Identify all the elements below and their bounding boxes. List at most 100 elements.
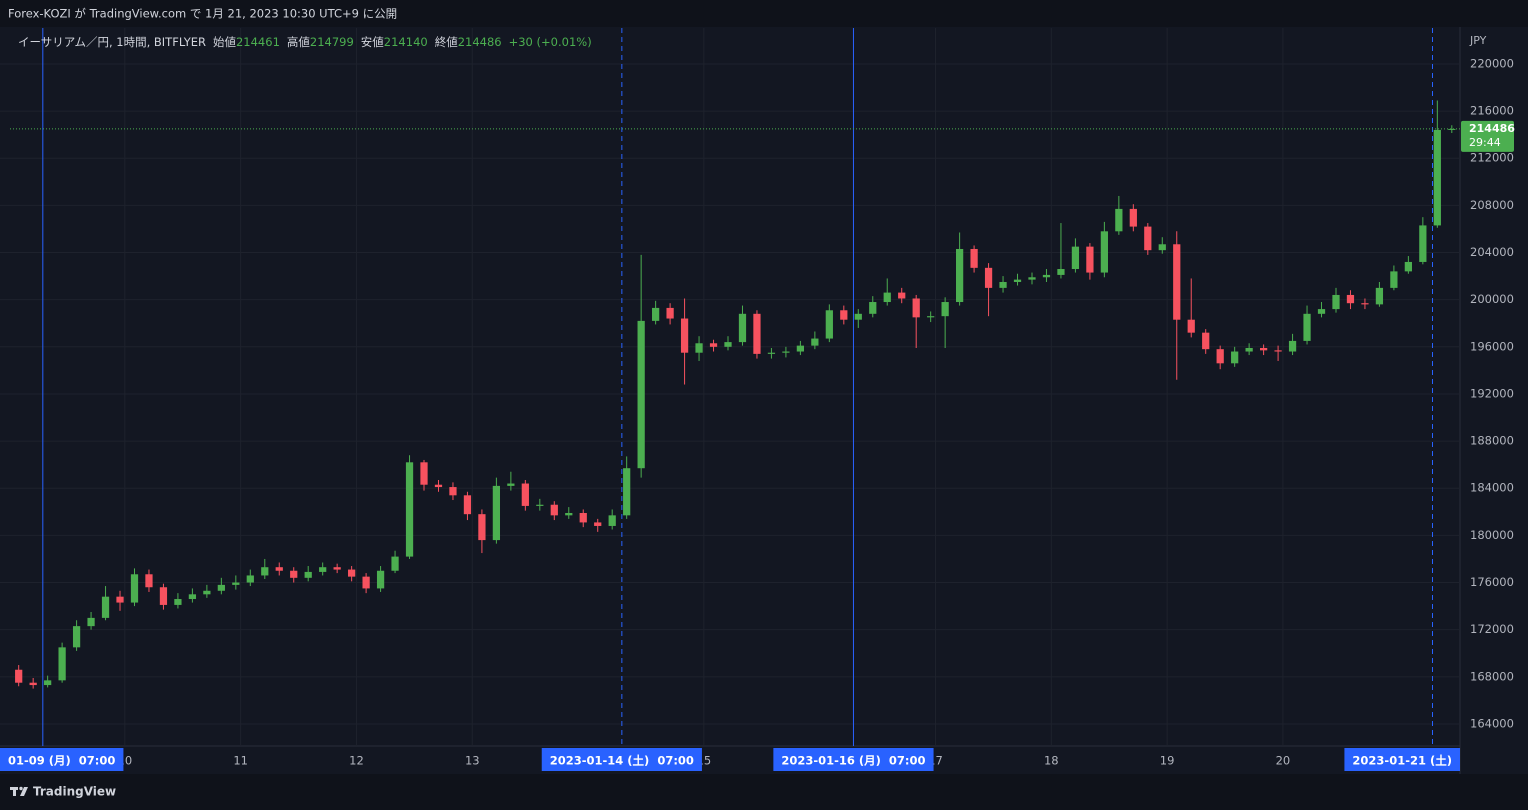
change: +30 (+0.01%) — [509, 35, 592, 49]
candle-body — [753, 313, 761, 354]
candle-body — [666, 307, 674, 319]
candle-body — [1375, 287, 1384, 305]
y-tick-label: 192000 — [1470, 386, 1514, 400]
candle-body — [58, 647, 66, 681]
candle-body — [348, 569, 356, 577]
marker-label-bg — [541, 748, 702, 771]
candle-body — [72, 626, 81, 648]
candle-body — [941, 302, 949, 317]
candle-body — [405, 462, 414, 557]
candle-body — [594, 522, 602, 526]
candle-body — [825, 310, 833, 339]
grid — [0, 28, 1460, 746]
candle-body — [1144, 226, 1152, 251]
candle-body — [869, 302, 877, 314]
candle-body — [87, 617, 95, 627]
legend: イーサリアム／円, 1時間, BITFLYER 始値214461 高値214799 安… — [18, 35, 592, 49]
marker-label-bg — [773, 748, 934, 771]
candle-body — [898, 292, 906, 299]
candle-body — [1187, 319, 1195, 333]
y-tick-label: 220000 — [1470, 56, 1514, 70]
candle-body — [1288, 340, 1297, 352]
x-tick-label: 12 — [349, 754, 364, 768]
candle-body — [420, 462, 428, 485]
y-unit: JPY — [1469, 34, 1487, 47]
candle-body — [116, 596, 124, 603]
candle-body — [362, 576, 370, 589]
candles — [15, 100, 1456, 689]
candle-body — [44, 680, 52, 686]
candle-body — [1173, 244, 1181, 320]
candle-body — [680, 318, 689, 353]
candle-body — [29, 682, 37, 686]
candle-body — [478, 514, 486, 541]
candle-body — [159, 587, 168, 605]
last-price-label: 214486 — [1469, 122, 1515, 135]
candle-body — [1202, 332, 1210, 350]
y-tick-label: 200000 — [1470, 292, 1514, 306]
candle-body — [782, 351, 790, 353]
symbol: イーサリアム／円, 1時間, BITFLYER — [18, 35, 206, 49]
candle-body — [536, 504, 544, 506]
candle-body — [203, 590, 211, 595]
candle-body — [565, 512, 573, 516]
y-tick-label: 208000 — [1470, 198, 1514, 212]
candle-body — [970, 248, 978, 268]
candle-body — [434, 484, 443, 488]
candle-body — [608, 515, 616, 526]
candle-body — [738, 313, 747, 343]
ohlc-value: 214799 — [310, 35, 354, 49]
ohlc-label: 安値 — [361, 35, 384, 49]
candle-body — [695, 343, 703, 353]
candle-body — [376, 570, 385, 589]
candle-body — [1317, 309, 1326, 314]
candle-body — [637, 320, 645, 469]
marker-label: 01-09 (月) 07:00 — [8, 754, 115, 768]
brand-name: TradingView — [33, 785, 116, 799]
candle-body — [550, 504, 558, 516]
y-tick-label: 180000 — [1470, 528, 1514, 542]
candle-body — [1071, 246, 1080, 270]
candle-body — [767, 352, 776, 354]
candle-body — [1158, 244, 1166, 251]
candle-body — [507, 483, 515, 486]
candle-body — [912, 298, 920, 318]
y-tick-label: 164000 — [1470, 716, 1514, 730]
y-tick-label: 196000 — [1470, 339, 1514, 353]
candle-body — [1057, 269, 1065, 275]
x-tick-label: 20 — [1276, 754, 1291, 768]
marker-label: 2023-01-16 (月) 07:00 — [781, 754, 925, 768]
candle-body — [304, 571, 312, 578]
candle-body — [811, 338, 819, 346]
bottom-bar — [0, 774, 1528, 810]
last-price-box — [1461, 120, 1514, 152]
candle-body — [1361, 303, 1369, 305]
y-tick-label: 168000 — [1470, 669, 1514, 683]
candle-body — [840, 310, 848, 320]
candle-body — [1332, 294, 1340, 310]
candle-body — [15, 669, 23, 683]
brand-logo — [10, 786, 28, 796]
candle-body — [1346, 294, 1355, 304]
candle-body — [261, 567, 269, 576]
y-tick-label: 212000 — [1470, 151, 1514, 165]
candle-body — [1231, 351, 1239, 364]
top-bar — [0, 0, 1528, 27]
candle-body — [623, 468, 631, 516]
candle-body — [1013, 279, 1022, 282]
y-tick-label: 184000 — [1470, 481, 1514, 495]
candle-body — [1419, 225, 1427, 262]
candle-body — [1448, 128, 1456, 130]
ohlc-label: 高値 — [287, 35, 310, 49]
candle-body — [319, 567, 327, 572]
x-tick-label: 11 — [233, 754, 248, 768]
candle-body — [217, 584, 225, 591]
candle-body — [130, 574, 139, 603]
candle-body — [984, 267, 993, 288]
y-tick-label: 216000 — [1470, 104, 1514, 118]
overlays: 164000 168000 172000 176000 180000 184000 1880… — [0, 28, 1515, 771]
candle-body — [1086, 246, 1094, 273]
candle-body — [101, 596, 110, 618]
